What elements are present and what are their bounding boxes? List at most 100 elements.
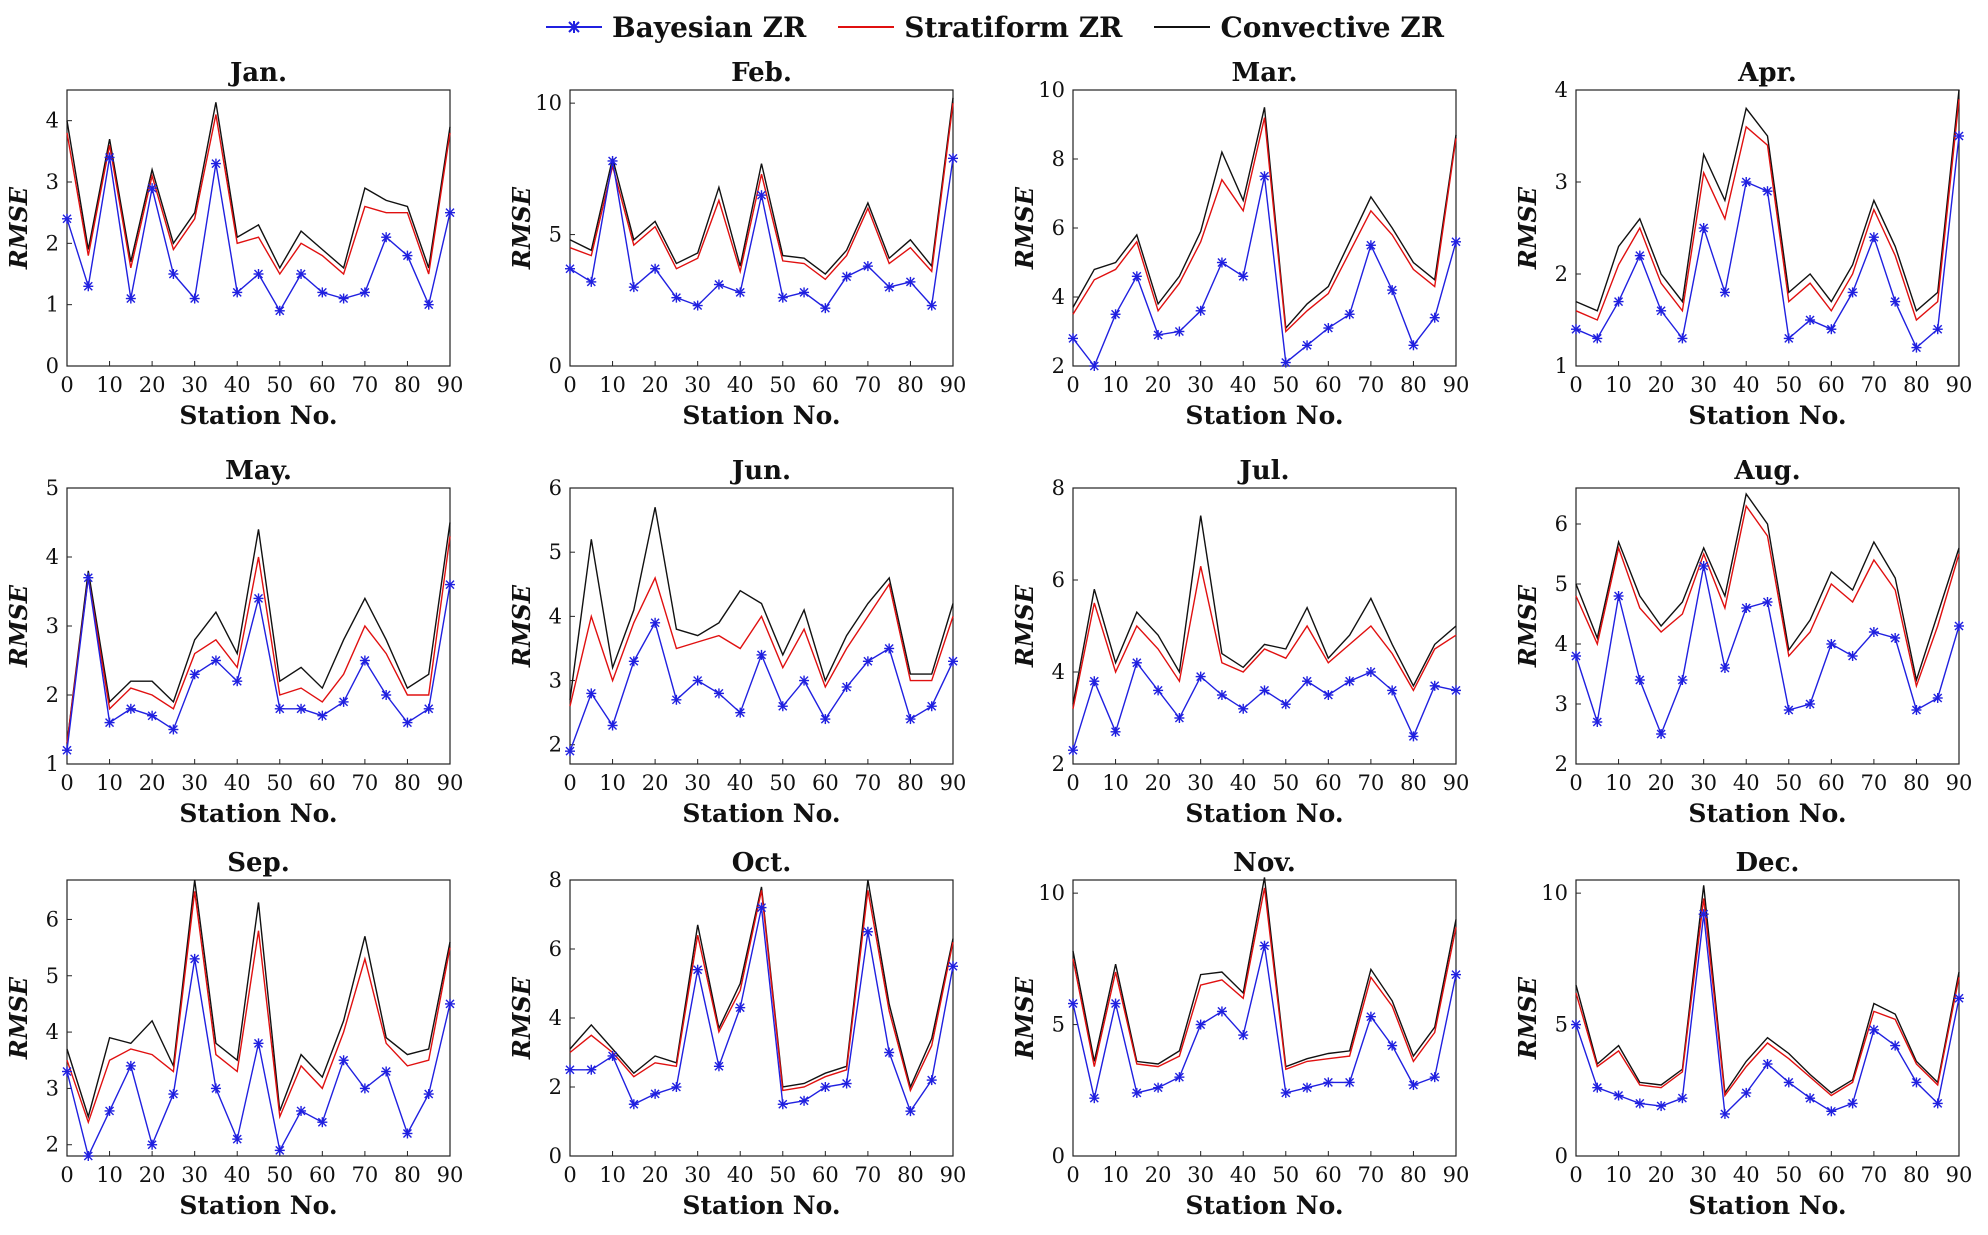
- x-tick-label: 20: [139, 373, 166, 397]
- data-point-bayesian: [1238, 271, 1249, 282]
- y-axis-label: RMSE: [507, 976, 536, 1060]
- data-point-bayesian: [884, 282, 895, 293]
- data-point-bayesian: [1805, 699, 1816, 709]
- data-point-bayesian: [713, 279, 724, 290]
- x-tick-label: 40: [1733, 1163, 1760, 1187]
- x-tick-label: 50: [769, 373, 796, 397]
- x-tick-label: 60: [1818, 1163, 1845, 1187]
- x-tick-label: 10: [1102, 771, 1129, 795]
- data-point-bayesian: [948, 656, 958, 667]
- data-point-bayesian: [1762, 186, 1773, 197]
- series-line-stratiform: [1072, 887, 1457, 1071]
- y-tick-label: 4: [46, 1020, 59, 1044]
- series-line-stratiform: [1575, 898, 1960, 1098]
- data-point-bayesian: [1911, 1077, 1922, 1088]
- data-point-bayesian: [586, 1064, 597, 1075]
- data-point-bayesian: [296, 703, 307, 714]
- series-line-convective: [1072, 515, 1457, 705]
- plot-frame: [569, 487, 954, 765]
- x-tick-label: 10: [1102, 1163, 1129, 1187]
- y-tick-label: 10: [535, 91, 562, 115]
- y-tick-label: 5: [549, 223, 562, 247]
- plot-frame: [66, 89, 451, 367]
- x-axis-label: Station No.: [179, 799, 337, 828]
- data-point-bayesian: [210, 1083, 221, 1094]
- data-point-bayesian: [735, 707, 746, 718]
- data-point-bayesian: [1698, 909, 1709, 920]
- x-tick-label: 50: [769, 771, 796, 795]
- series-line-stratiform: [569, 890, 954, 1093]
- y-tick-label: 2: [1052, 752, 1065, 776]
- data-point-bayesian: [1741, 1087, 1752, 1098]
- data-point-bayesian: [777, 1099, 788, 1110]
- x-tick-label: 50: [1272, 771, 1299, 795]
- y-tick-label: 4: [1555, 632, 1568, 656]
- y-tick-label: 2: [46, 683, 59, 707]
- data-point-bayesian: [650, 1088, 661, 1099]
- data-point-bayesian: [1890, 1040, 1901, 1051]
- series-line-bayesian: [1575, 135, 1960, 349]
- series-line-stratiform: [66, 114, 451, 276]
- panel-2: Feb. 0 10 20 30 40 50 60 70 80 90 0 5 10 Station No. RM…: [507, 58, 966, 430]
- data-point-bayesian: [1783, 1077, 1794, 1088]
- data-point-bayesian: [125, 703, 136, 714]
- data-point-bayesian: [445, 998, 455, 1009]
- data-point-bayesian: [381, 232, 392, 243]
- x-tick-label: 60: [1315, 1163, 1342, 1187]
- data-point-bayesian: [756, 649, 767, 660]
- data-point-bayesian: [168, 724, 179, 735]
- x-tick-label: 70: [352, 1163, 379, 1187]
- y-tick-label: 0: [549, 1144, 562, 1168]
- data-point-bayesian: [1131, 271, 1142, 282]
- series-line-stratiform: [1072, 117, 1457, 334]
- data-point-bayesian: [884, 643, 895, 654]
- y-axis-label: RMSE: [507, 186, 536, 270]
- data-point-bayesian: [232, 287, 243, 298]
- x-tick-label: 0: [1066, 771, 1079, 795]
- legend-item-stratiform: Stratiform ZR: [836, 11, 1122, 44]
- x-tick-label: 0: [1569, 1163, 1582, 1187]
- data-point-bayesian: [168, 1089, 179, 1100]
- x-tick-label: 20: [642, 373, 669, 397]
- series-line-convective: [66, 102, 451, 270]
- y-tick-label: 0: [549, 354, 562, 378]
- y-tick-label: 6: [1052, 568, 1065, 592]
- data-point-bayesian: [1592, 333, 1603, 344]
- y-tick-label: 5: [1555, 1013, 1568, 1037]
- data-point-bayesian: [1762, 597, 1773, 607]
- y-tick-label: 3: [46, 1076, 59, 1100]
- data-point-bayesian: [948, 961, 958, 972]
- data-point-bayesian: [1195, 671, 1206, 682]
- data-point-bayesian: [692, 964, 703, 975]
- x-tick-label: 0: [1066, 373, 1079, 397]
- x-axis-label: Station No.: [1185, 799, 1343, 828]
- y-tick-label: 5: [46, 476, 59, 500]
- series-line-convective: [1575, 492, 1960, 683]
- data-point-bayesian: [296, 1105, 307, 1116]
- x-tick-label: 10: [1102, 373, 1129, 397]
- data-point-bayesian: [83, 281, 94, 292]
- x-axis-label: Station No.: [1185, 1191, 1343, 1220]
- series-line-bayesian: [66, 577, 451, 751]
- x-axis-label: Station No.: [179, 401, 337, 430]
- plot-frame: [1575, 89, 1960, 367]
- data-point-bayesian: [62, 745, 72, 756]
- x-tick-label: 30: [1690, 1163, 1717, 1187]
- x-tick-label: 70: [1861, 373, 1888, 397]
- data-point-bayesian: [381, 690, 392, 700]
- x-tick-label: 20: [1145, 771, 1172, 795]
- legend-swatch-stratiform: [838, 26, 895, 28]
- data-point-bayesian: [423, 299, 434, 310]
- data-point-bayesian: [799, 675, 810, 686]
- series-line-stratiform: [1072, 566, 1457, 709]
- y-tick-label: 8: [1052, 476, 1065, 500]
- data-point-bayesian: [1932, 324, 1943, 335]
- x-tick-label: 90: [1443, 771, 1470, 795]
- data-point-bayesian: [841, 1078, 852, 1089]
- data-point-bayesian: [402, 250, 413, 261]
- x-tick-label: 90: [940, 1163, 967, 1187]
- x-axis-label: Station No.: [1688, 799, 1846, 828]
- data-point-bayesian: [232, 1134, 243, 1145]
- data-point-bayesian: [62, 213, 72, 224]
- data-point-bayesian: [1323, 323, 1334, 334]
